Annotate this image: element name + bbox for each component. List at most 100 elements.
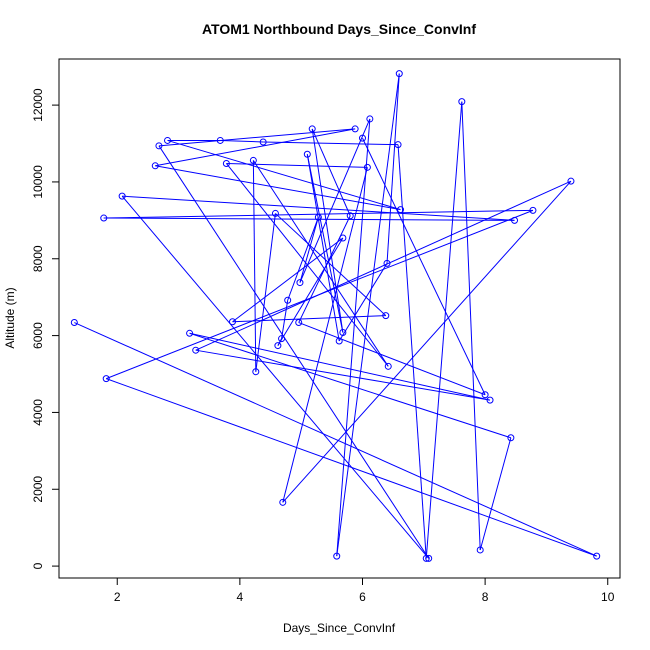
data-point	[458, 98, 466, 106]
series-line-segment	[461, 101, 481, 550]
data-point	[278, 335, 286, 343]
data-point	[358, 134, 366, 142]
data-point	[384, 362, 392, 370]
data-point	[70, 319, 78, 327]
data-point	[422, 554, 430, 562]
series-layer	[70, 70, 601, 562]
data-point	[296, 279, 304, 287]
series-line-segment	[195, 180, 572, 351]
series-line-segment	[189, 332, 491, 401]
series-line-segment	[252, 160, 389, 367]
series-line-segment	[121, 195, 430, 559]
data-point	[511, 216, 519, 224]
y-axis-label: Altitude (m)	[3, 287, 17, 348]
data-point	[394, 141, 402, 149]
data-point	[397, 206, 405, 214]
data-point	[284, 296, 292, 304]
data-point	[271, 209, 279, 217]
data-point	[333, 552, 341, 560]
series-line-segment	[298, 215, 351, 323]
series-line-segment	[425, 101, 463, 559]
data-point	[486, 396, 494, 404]
series-line-segment	[311, 128, 344, 333]
data-point	[155, 142, 163, 150]
series-line-segment	[158, 145, 430, 559]
data-point	[335, 337, 343, 345]
x-tick-label: 2	[114, 590, 121, 604]
series-line-segment	[281, 300, 289, 339]
data-point	[425, 554, 433, 562]
series-line-segment	[298, 322, 486, 396]
data-point	[274, 342, 282, 350]
data-point	[151, 162, 159, 170]
data-point	[383, 259, 391, 267]
series-line-segment	[299, 217, 319, 283]
data-point	[339, 329, 347, 337]
series-line-segment	[282, 167, 368, 503]
series-line-segment	[282, 180, 572, 503]
data-point	[279, 498, 287, 506]
y-tick-label: 4000	[31, 399, 45, 426]
data-point	[252, 368, 260, 376]
series-line-segment	[232, 315, 386, 323]
series-line-segment	[167, 139, 401, 211]
data-point	[100, 214, 108, 222]
data-point	[186, 329, 194, 337]
series-line-segment	[311, 128, 351, 216]
data-point	[164, 136, 172, 144]
y-tick-label: 8000	[31, 245, 45, 272]
series-line-segment	[277, 338, 283, 346]
series-line-segment	[397, 144, 427, 559]
data-point	[222, 159, 230, 167]
data-point	[303, 150, 311, 158]
series-line-segment	[479, 437, 512, 551]
data-point	[216, 136, 224, 144]
data-point	[481, 391, 489, 399]
series-line-segment	[255, 213, 276, 372]
data-point	[567, 177, 575, 185]
data-point	[395, 70, 403, 78]
series-line-segment	[195, 349, 491, 401]
series-line-segment	[74, 322, 597, 557]
y-tick-label: 2000	[31, 476, 45, 503]
data-point	[366, 115, 374, 123]
data-point	[249, 156, 257, 164]
series-line-segment	[336, 118, 371, 557]
y-tick-label: 10000	[31, 165, 45, 199]
series-line-segment	[158, 128, 356, 147]
data-point	[192, 346, 200, 354]
series-line-segment	[189, 332, 512, 439]
series-line-segment	[155, 128, 356, 167]
series-line-segment	[336, 73, 400, 557]
series-line-segment	[155, 165, 401, 211]
data-point	[593, 552, 601, 560]
series-line-segment	[287, 217, 319, 301]
data-point	[507, 434, 515, 442]
y-tick-label: 0	[31, 562, 45, 569]
data-point	[363, 163, 371, 171]
series-line-segment	[277, 237, 344, 346]
series-line-segment	[263, 141, 399, 146]
data-point	[529, 206, 537, 214]
data-point	[295, 319, 303, 327]
x-tick-label: 4	[237, 590, 244, 604]
data-point	[259, 138, 267, 146]
data-point	[346, 212, 354, 220]
data-point	[102, 375, 110, 383]
chart-title: ATOM1 Northbound Days_Since_ConvInf	[202, 21, 476, 37]
series-line-segment	[362, 137, 486, 395]
y-tick-label: 12000	[31, 88, 45, 122]
x-tick-label: 6	[359, 590, 366, 604]
series-line-segment	[338, 263, 388, 342]
data-point	[476, 546, 484, 554]
series-line-segment	[306, 154, 340, 342]
series-line-segment	[275, 213, 387, 316]
series-line-segment	[252, 160, 257, 372]
data-point	[308, 125, 316, 133]
x-tick-label: 8	[482, 590, 489, 604]
data-point	[382, 312, 390, 320]
data-point	[229, 318, 237, 326]
series-line-segment	[220, 139, 264, 143]
y-axis: 0 2000 4000 6000 8000 10000 12000	[31, 88, 60, 569]
